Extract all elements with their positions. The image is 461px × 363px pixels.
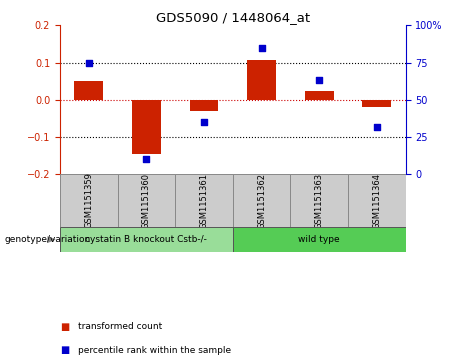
- Bar: [362, 100, 391, 107]
- Bar: [305, 90, 334, 100]
- Point: [142, 156, 150, 162]
- Bar: [60, 227, 233, 252]
- Bar: [247, 60, 276, 100]
- Text: ■: ■: [60, 345, 69, 355]
- Bar: [175, 174, 233, 227]
- Bar: [290, 174, 348, 227]
- Bar: [189, 100, 219, 111]
- Bar: [348, 174, 406, 227]
- Text: ■: ■: [60, 322, 69, 332]
- Text: percentile rank within the sample: percentile rank within the sample: [78, 346, 231, 355]
- Text: GSM1151361: GSM1151361: [200, 172, 208, 229]
- Point: [373, 124, 381, 130]
- Text: GSM1151363: GSM1151363: [315, 172, 324, 229]
- Point: [200, 119, 207, 125]
- Bar: [233, 174, 290, 227]
- Text: GSM1151364: GSM1151364: [372, 172, 381, 229]
- Text: cystatin B knockout Cstb-/-: cystatin B knockout Cstb-/-: [85, 235, 207, 244]
- Text: GSM1151362: GSM1151362: [257, 172, 266, 229]
- Bar: [60, 174, 118, 227]
- Bar: [118, 174, 175, 227]
- Point: [85, 60, 92, 65]
- Point: [315, 78, 323, 83]
- Text: GSM1151360: GSM1151360: [142, 172, 151, 229]
- Text: GSM1151359: GSM1151359: [84, 173, 93, 228]
- Point: [258, 45, 266, 50]
- Text: wild type: wild type: [298, 235, 340, 244]
- Bar: [233, 227, 406, 252]
- Text: genotype/variation: genotype/variation: [5, 235, 91, 244]
- Bar: [74, 81, 103, 100]
- Bar: [132, 100, 161, 154]
- Title: GDS5090 / 1448064_at: GDS5090 / 1448064_at: [156, 11, 310, 24]
- Text: transformed count: transformed count: [78, 322, 163, 331]
